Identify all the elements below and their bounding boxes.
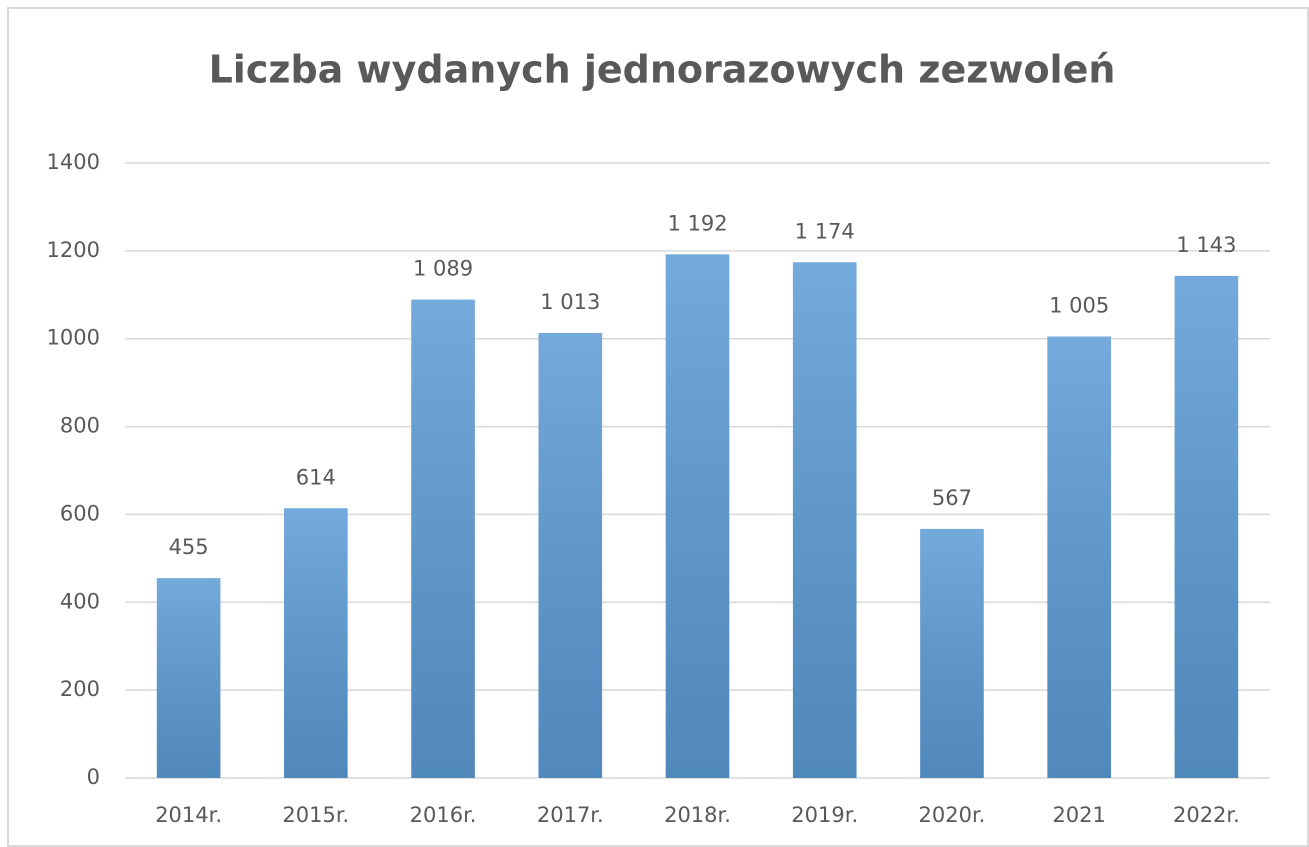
bar-shade (538, 333, 603, 778)
x-tick-label: 2017r. (537, 803, 604, 827)
y-tick-label: 600 (60, 501, 100, 525)
bar-shade (665, 254, 730, 778)
x-tick-label: 2018r. (664, 803, 731, 827)
data-label: 455 (169, 535, 209, 559)
x-tick-label: 2019r. (791, 803, 858, 827)
y-tick-label: 400 (60, 589, 100, 613)
chart-title: Liczba wydanych jednorazowych zezwoleń (209, 48, 1116, 92)
y-tick-label: 800 (60, 414, 100, 438)
bar-shade (920, 528, 984, 778)
y-tick-label: 1000 (47, 326, 100, 350)
bar-shade (156, 578, 221, 778)
x-tick-label: 2022r. (1173, 803, 1240, 827)
bar-shade (411, 299, 475, 778)
bar-shade (1174, 275, 1239, 778)
y-tick-label: 200 (60, 677, 100, 701)
y-tick-label: 0 (87, 765, 100, 789)
data-label: 1 192 (667, 211, 727, 235)
data-label: 614 (296, 465, 336, 489)
x-tick-label: 2016r. (410, 803, 477, 827)
data-label: 567 (932, 486, 972, 510)
x-tick-label: 2021 (1052, 803, 1105, 827)
bar-shade (284, 508, 348, 778)
x-tick-label: 2014r. (155, 803, 222, 827)
bar-shade (1047, 336, 1111, 778)
data-label: 1 005 (1049, 294, 1109, 318)
y-tick-label: 1400 (47, 150, 100, 174)
data-label: 1 013 (540, 290, 600, 314)
data-label: 1 089 (413, 257, 473, 281)
bar-shade (792, 262, 857, 778)
x-tick-label: 2015r. (282, 803, 349, 827)
y-tick-label: 1200 (47, 238, 100, 262)
data-label: 1 174 (795, 219, 855, 243)
data-label: 1 143 (1176, 233, 1236, 257)
x-tick-label: 2020r. (919, 803, 986, 827)
